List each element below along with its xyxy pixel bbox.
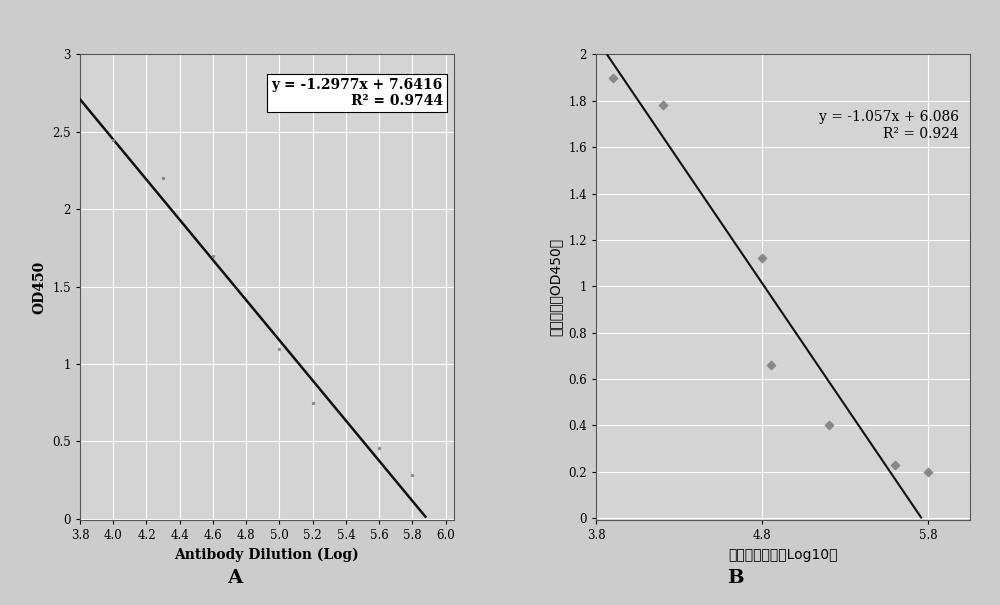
Point [271, 344, 287, 353]
Point [404, 471, 420, 480]
Point [763, 360, 779, 370]
Point [105, 135, 121, 145]
Point [605, 73, 621, 82]
Y-axis label: OD450: OD450 [33, 261, 47, 314]
Text: y = -1.057x + 6.086
R² = 0.924: y = -1.057x + 6.086 R² = 0.924 [819, 110, 959, 140]
Point [371, 443, 387, 453]
Point [887, 460, 903, 469]
Point [754, 253, 770, 263]
Text: y = -1.2977x + 7.6416
R² = 0.9744: y = -1.2977x + 7.6416 R² = 0.9744 [271, 77, 443, 108]
Point [305, 398, 321, 408]
Text: B: B [727, 569, 743, 587]
Point [920, 467, 936, 477]
Y-axis label: 吸光度値（OD450）: 吸光度値（OD450） [549, 238, 563, 336]
Point [155, 174, 171, 183]
X-axis label: Antibody Dilution (Log): Antibody Dilution (Log) [175, 548, 359, 562]
Point [205, 251, 221, 261]
Point [821, 420, 837, 430]
Text: A: A [227, 569, 243, 587]
X-axis label: 抗体稀释倍数（Log10）: 抗体稀释倍数（Log10） [728, 548, 838, 562]
Point [655, 100, 671, 110]
